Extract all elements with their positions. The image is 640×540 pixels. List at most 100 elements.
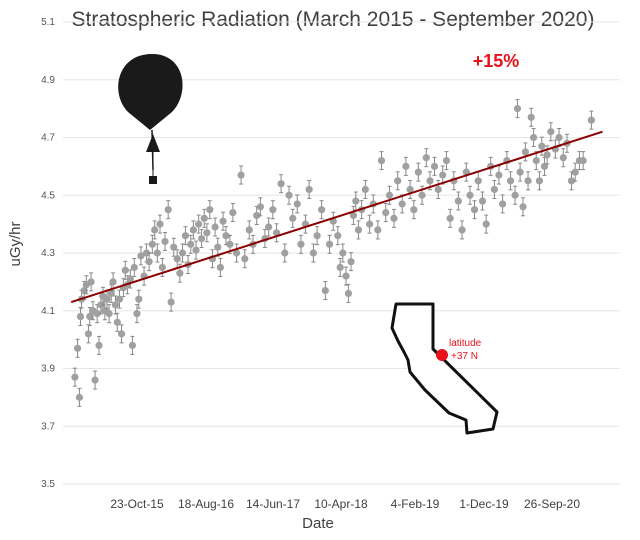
data-point bbox=[414, 162, 422, 182]
y-tick-labels: 3.5 3.7 3.9 4.1 4.3 4.5 4.7 4.9 5.1 bbox=[41, 17, 55, 490]
data-point bbox=[181, 226, 190, 246]
data-point bbox=[115, 289, 124, 309]
data-point bbox=[229, 203, 237, 223]
data-point bbox=[377, 151, 386, 171]
data-point bbox=[189, 220, 197, 240]
data-point bbox=[211, 217, 219, 237]
data-point bbox=[458, 220, 466, 240]
data-point bbox=[203, 223, 211, 243]
data-point bbox=[524, 171, 532, 191]
data-point bbox=[128, 335, 137, 355]
data-point bbox=[130, 257, 138, 277]
data-point bbox=[474, 171, 482, 191]
california-map-icon bbox=[390, 302, 499, 435]
data-point bbox=[571, 162, 579, 182]
data-point bbox=[430, 156, 439, 176]
x-tick-label: 1-Dec-19 bbox=[459, 497, 509, 511]
y-tick-label: 4.3 bbox=[41, 248, 55, 259]
data-point bbox=[95, 335, 103, 355]
x-tick-label: 18-Aug-16 bbox=[178, 497, 234, 511]
data-point bbox=[527, 107, 535, 127]
data-point bbox=[71, 367, 79, 387]
location-label: latitude +37 N bbox=[449, 338, 482, 362]
y-tick-label: 4.1 bbox=[41, 306, 55, 317]
data-point bbox=[75, 387, 84, 407]
data-point bbox=[336, 257, 344, 277]
data-point bbox=[406, 179, 414, 199]
data-point bbox=[347, 252, 355, 272]
y-tick-label: 4.5 bbox=[41, 190, 55, 201]
data-point bbox=[117, 324, 126, 344]
data-point bbox=[161, 231, 169, 251]
data-point bbox=[187, 234, 195, 254]
x-tick-label: 10-Apr-18 bbox=[314, 497, 368, 511]
x-tick-label: 26-Sep-20 bbox=[524, 497, 580, 511]
data-point bbox=[105, 304, 113, 324]
trend-line bbox=[70, 130, 603, 304]
data-point bbox=[339, 243, 347, 263]
data-point bbox=[579, 151, 587, 171]
data-point bbox=[385, 185, 394, 205]
x-tick-labels: 23-Oct-15 18-Aug-16 14-Jun-17 10-Apr-18 4-Fe… bbox=[110, 497, 580, 511]
data-point bbox=[277, 174, 285, 194]
data-point bbox=[555, 128, 563, 147]
data-point bbox=[245, 220, 253, 240]
data-point bbox=[216, 257, 225, 277]
data-point bbox=[241, 249, 249, 269]
data-point bbox=[334, 226, 342, 246]
data-point bbox=[382, 203, 390, 223]
data-point bbox=[113, 312, 121, 332]
data-point bbox=[342, 266, 350, 286]
data-point bbox=[178, 243, 187, 263]
data-point bbox=[91, 370, 99, 390]
data-point bbox=[321, 281, 329, 301]
data-point bbox=[309, 243, 318, 263]
data-point bbox=[73, 338, 82, 358]
data-point bbox=[454, 191, 462, 211]
data-point bbox=[93, 304, 101, 324]
data-point bbox=[192, 240, 200, 260]
data-point bbox=[269, 200, 277, 220]
data-point bbox=[410, 200, 418, 220]
data-point bbox=[305, 179, 313, 199]
x-axis-label: Date bbox=[302, 515, 334, 532]
data-point bbox=[442, 151, 451, 171]
data-point bbox=[511, 185, 519, 205]
data-point bbox=[111, 295, 120, 315]
data-point bbox=[293, 194, 301, 214]
data-point bbox=[133, 304, 141, 324]
data-point bbox=[547, 122, 555, 142]
y-tick-label: 3.5 bbox=[41, 479, 55, 490]
data-point bbox=[365, 214, 374, 234]
data-point bbox=[297, 234, 305, 254]
y-tick-label: 3.9 bbox=[41, 364, 55, 375]
data-point bbox=[135, 289, 143, 309]
data-point bbox=[390, 208, 398, 228]
data-point bbox=[148, 234, 156, 254]
data-point bbox=[361, 179, 369, 199]
y-tick-label: 5.1 bbox=[41, 17, 55, 28]
data-point bbox=[482, 214, 490, 234]
data-point bbox=[313, 226, 321, 246]
data-point bbox=[237, 165, 245, 185]
data-point bbox=[281, 243, 289, 263]
data-point bbox=[151, 220, 159, 240]
chart-title: Stratospheric Radiation (March 2015 - Se… bbox=[72, 8, 595, 31]
data-point bbox=[145, 252, 153, 272]
y-tick-label: 3.7 bbox=[41, 421, 55, 432]
data-point bbox=[167, 292, 175, 312]
data-point bbox=[164, 200, 172, 220]
x-tick-label: 23-Oct-15 bbox=[110, 497, 164, 511]
data-point bbox=[289, 208, 297, 228]
data-point bbox=[521, 142, 530, 162]
data-point bbox=[446, 208, 454, 228]
data-point bbox=[490, 179, 498, 199]
data-point bbox=[499, 194, 507, 214]
data-point bbox=[253, 205, 261, 225]
data-point bbox=[200, 208, 208, 228]
data-point bbox=[153, 243, 161, 263]
data-point bbox=[206, 200, 214, 220]
location-marker bbox=[436, 349, 448, 361]
